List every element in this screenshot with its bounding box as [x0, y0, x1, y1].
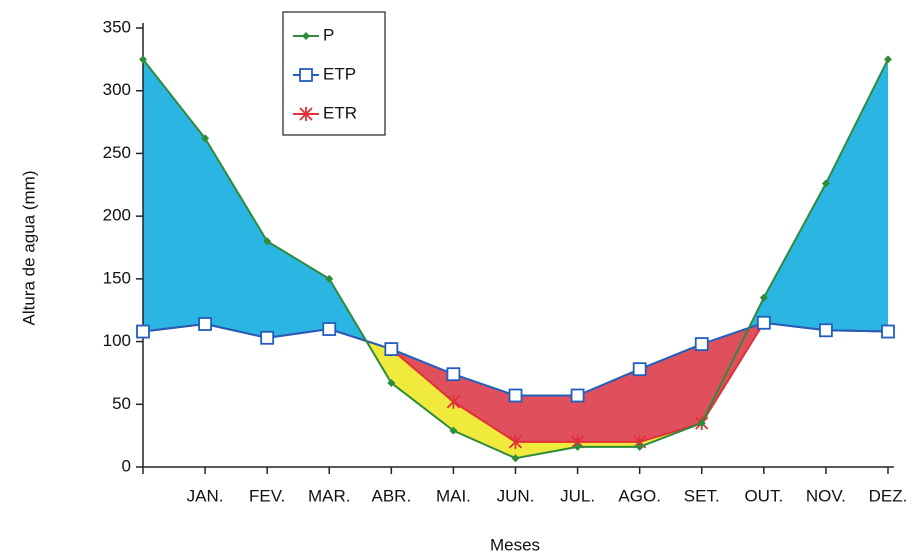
legend-label: ETP [323, 64, 356, 83]
legend-marker [299, 68, 313, 82]
y-axis-label: Altura de agua (mm) [19, 171, 38, 326]
marker [508, 434, 523, 449]
x-axis-label: Meses [490, 535, 540, 554]
x-tick-label: FEV. [249, 486, 285, 505]
marker [570, 388, 585, 403]
x-tick-label: AGO. [618, 486, 661, 505]
y-tick-label: 100 [103, 331, 131, 350]
marker [819, 323, 833, 338]
legend-label: ETR [323, 103, 357, 122]
marker [756, 315, 771, 330]
area-fill [143, 59, 888, 396]
area-fill [143, 322, 888, 442]
marker [260, 330, 275, 345]
marker [198, 317, 212, 331]
legend-label: P [323, 25, 334, 44]
x-tick-label: ABR. [371, 486, 411, 505]
x-tick-label: JAN. [187, 486, 224, 505]
marker [446, 367, 461, 382]
marker [136, 324, 150, 339]
marker [881, 324, 895, 339]
marker [694, 337, 709, 351]
marker [384, 342, 399, 356]
marker [759, 293, 768, 302]
x-tick-label: DEZ. [869, 486, 908, 505]
x-tick-label: MAI. [436, 486, 471, 505]
marker [387, 378, 396, 387]
marker [632, 362, 647, 377]
x-tick-label: JUL. [560, 486, 595, 505]
fills [143, 59, 888, 459]
x-tick-label: JUN. [497, 486, 535, 505]
y-tick-label: 250 [103, 143, 131, 162]
y-tick-label: 50 [112, 394, 131, 413]
marker [446, 394, 461, 409]
marker [201, 134, 210, 143]
legend-marker [299, 107, 313, 121]
marker [325, 274, 334, 283]
y-tick-label: 0 [122, 456, 131, 475]
y-tick-label: 300 [103, 80, 131, 99]
marker [449, 426, 458, 435]
x-tick-label: OUT. [744, 486, 783, 505]
marker [573, 442, 582, 451]
legend: P ETP ETR [282, 11, 386, 136]
y-tick-label: 200 [103, 206, 131, 225]
x-tick-label: SET. [684, 486, 720, 505]
marker [511, 454, 520, 463]
marker [139, 55, 147, 64]
marker [821, 179, 830, 188]
legend-marker [302, 32, 310, 40]
y-tick-label: 150 [103, 268, 131, 287]
marker [697, 419, 706, 428]
marker [322, 322, 337, 336]
x-tick-label: MAR. [308, 486, 351, 505]
marker [884, 55, 892, 64]
marker [635, 442, 644, 451]
marker [508, 388, 523, 403]
marker [263, 237, 272, 246]
y-tick-label: 350 [103, 17, 131, 36]
x-tick-label: NOV. [806, 486, 846, 505]
